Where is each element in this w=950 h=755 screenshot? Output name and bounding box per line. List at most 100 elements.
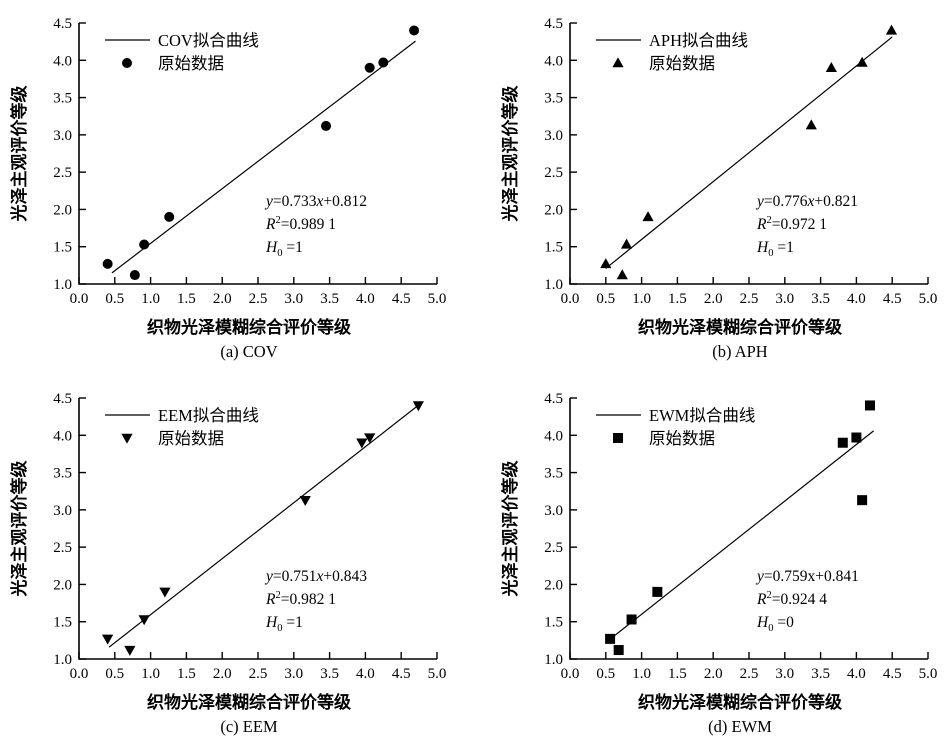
y-tick-label: 2.5: [53, 165, 72, 181]
data-point: [378, 57, 389, 68]
r-squared-line: R2=0.972 1: [756, 215, 827, 233]
y-tick-label: 1.0: [53, 652, 72, 668]
h0-line: H0 =1: [265, 239, 303, 259]
data-point: [642, 211, 654, 222]
chart-panel-d: 1.0 1.5 2.0 2.5 3.0 3.5 4.0 4.5 0.0 0.5 1.0 1.5 2.0 2…: [500, 391, 937, 736]
x-tick-label: 4.0: [847, 291, 866, 307]
x-tick-label: 1.5: [668, 666, 687, 682]
legend-marker-sample: [612, 57, 624, 68]
y-tick-label: 2.0: [53, 577, 72, 593]
x-tick-label: 5.0: [919, 291, 938, 307]
x-tick-label: 2.5: [740, 666, 759, 682]
equation-line: y=0.751x+0.843: [264, 568, 367, 585]
data-point: [605, 633, 616, 644]
x-tick-label: 0.5: [596, 291, 615, 307]
data-point: [138, 615, 150, 626]
data-point: [364, 62, 375, 73]
y-tick-label: 3.0: [544, 128, 563, 144]
data-point: [321, 120, 332, 131]
x-tick-label: 2.0: [213, 666, 232, 682]
legend-marker-label: 原始数据: [158, 54, 224, 73]
legend-line-label: APH拟合曲线: [649, 31, 748, 50]
data-point: [124, 645, 136, 656]
panel-caption: (b) APH: [712, 342, 768, 361]
fit-line: [605, 36, 893, 269]
panel-ewm: 1.0 1.5 2.0 2.5 3.0 3.5 4.0 4.5 0.0 0.5 1.0 1.5 2.0 2…: [475, 375, 950, 750]
fit-line: [108, 403, 421, 648]
x-tick-label: 1.0: [632, 666, 651, 682]
legend-marker-label: 原始数据: [158, 429, 224, 448]
panel-eem: 1.0 1.5 2.0 2.5 3.0 3.5 4.0 4.5 0.0 0.5 1.0 1.5 2.0 2…: [0, 375, 475, 750]
y-tick-label: 4.5: [53, 391, 72, 407]
x-tick-label: 4.5: [883, 666, 902, 682]
x-tick-label: 2.0: [704, 291, 723, 307]
y-tick-label: 1.5: [544, 615, 563, 631]
panel-caption: (d) EWM: [708, 717, 772, 736]
y-tick-label: 2.0: [544, 202, 563, 218]
legend-line-label: EWM拟合曲线: [649, 406, 755, 425]
x-tick-label: 3.5: [320, 291, 339, 307]
x-tick-label: 2.0: [704, 666, 723, 682]
x-axis-title: 织物光泽模糊综合评价等级: [147, 317, 351, 337]
x-tick-label: 4.0: [356, 666, 375, 682]
x-tick-label: 4.5: [392, 666, 411, 682]
data-point: [164, 211, 175, 222]
y-tick-label: 4.0: [544, 53, 563, 69]
x-axis-title: 织物光泽模糊综合评价等级: [638, 692, 842, 712]
legend-line-label: EEM拟合曲线: [158, 406, 259, 425]
y-tick-label: 4.0: [53, 53, 72, 69]
x-tick-label: 0.0: [561, 666, 580, 682]
y-tick-label: 3.5: [53, 91, 72, 107]
x-tick-label: 3.0: [775, 291, 794, 307]
legend-marker-sample: [122, 58, 132, 68]
data-point: [102, 634, 114, 645]
legend-marker-label: 原始数据: [649, 429, 715, 448]
data-point: [159, 587, 171, 598]
axes-spines: [78, 398, 437, 660]
data-point: [139, 239, 150, 250]
data-point: [356, 438, 368, 449]
equation-line: y=0.733x+0.812: [264, 193, 367, 210]
x-tick-label: 3.5: [811, 666, 830, 682]
data-point: [865, 400, 876, 411]
x-tick-label: 0.5: [105, 291, 124, 307]
x-tick-label: 4.0: [847, 666, 866, 682]
x-tick-label: 3.0: [775, 666, 794, 682]
panel-aph: 1.0 1.5 2.0 2.5 3.0 3.5 4.0 4.5 0.0 0.5 1.0 1.5 2.0 2…: [475, 0, 950, 375]
data-point: [885, 24, 898, 35]
x-axis-title: 织物光泽模糊综合评价等级: [147, 692, 351, 712]
data-point: [412, 401, 424, 412]
y-axis-title: 光泽主观评价等级: [9, 86, 29, 223]
x-tick-label: 0.0: [70, 666, 89, 682]
x-tick-label: 1.5: [177, 666, 196, 682]
y-tick-label: 4.5: [544, 16, 563, 32]
y-tick-label: 4.0: [544, 428, 563, 444]
legend-line-label: COV拟合曲线: [158, 31, 259, 50]
data-point: [299, 495, 311, 506]
y-tick-label: 3.0: [53, 128, 72, 144]
data-point: [805, 119, 817, 130]
x-tick-label: 2.5: [249, 291, 268, 307]
x-tick-label: 4.0: [356, 291, 375, 307]
legend-marker-label: 原始数据: [649, 54, 715, 73]
chart-panel-b: 1.0 1.5 2.0 2.5 3.0 3.5 4.0 4.5 0.0 0.5 1.0 1.5 2.0 2…: [500, 16, 938, 361]
y-tick-label: 3.5: [53, 466, 72, 482]
data-point: [626, 614, 637, 625]
axes-spines: [569, 398, 928, 660]
equation-line: y=0.759x+0.841: [755, 568, 859, 585]
y-tick-label: 2.5: [544, 540, 563, 556]
r-squared-line: R2=0.924 4: [756, 590, 827, 608]
y-tick-label: 2.0: [53, 202, 72, 218]
y-tick-label: 3.5: [544, 466, 563, 482]
y-tick-label: 4.5: [544, 391, 563, 407]
y-tick-label: 3.5: [544, 91, 563, 107]
x-tick-label: 1.5: [177, 291, 196, 307]
y-axis-title: 光泽主观评价等级: [500, 461, 520, 598]
y-tick-label: 1.5: [53, 240, 72, 256]
data-point: [837, 437, 848, 448]
y-tick-label: 3.0: [544, 503, 563, 519]
x-tick-label: 0.0: [70, 291, 89, 307]
x-tick-label: 2.5: [740, 291, 759, 307]
data-point: [856, 56, 868, 67]
